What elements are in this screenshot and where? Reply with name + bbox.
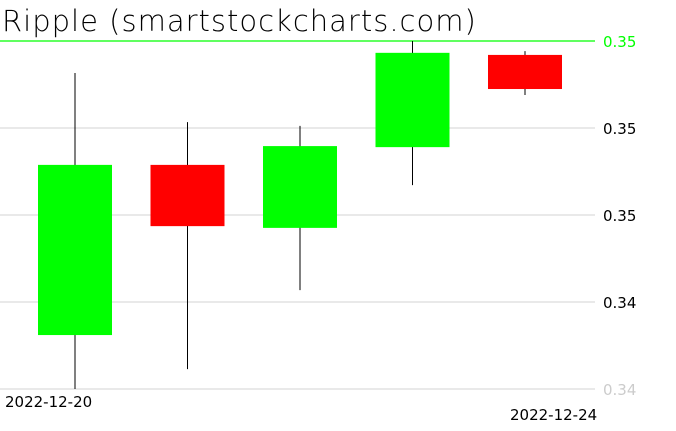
current-price-label: 0.35 <box>603 33 636 51</box>
candle-body <box>263 146 337 228</box>
x-tick-label: 2022-12-20 <box>5 393 92 411</box>
candle-body <box>150 164 225 227</box>
candle-body <box>38 164 112 336</box>
y-tick-label: 0.34 <box>603 381 636 399</box>
y-tick-label: 0.35 <box>603 120 636 138</box>
y-tick-label: 0.35 <box>603 207 636 225</box>
y-tick-label: 0.34 <box>603 294 636 312</box>
candle-body <box>488 54 562 90</box>
candle-body <box>375 52 450 148</box>
chart-title: Ripple (smartstockcharts.com) <box>2 4 477 38</box>
x-tick-label: 2022-12-24 <box>510 406 597 424</box>
